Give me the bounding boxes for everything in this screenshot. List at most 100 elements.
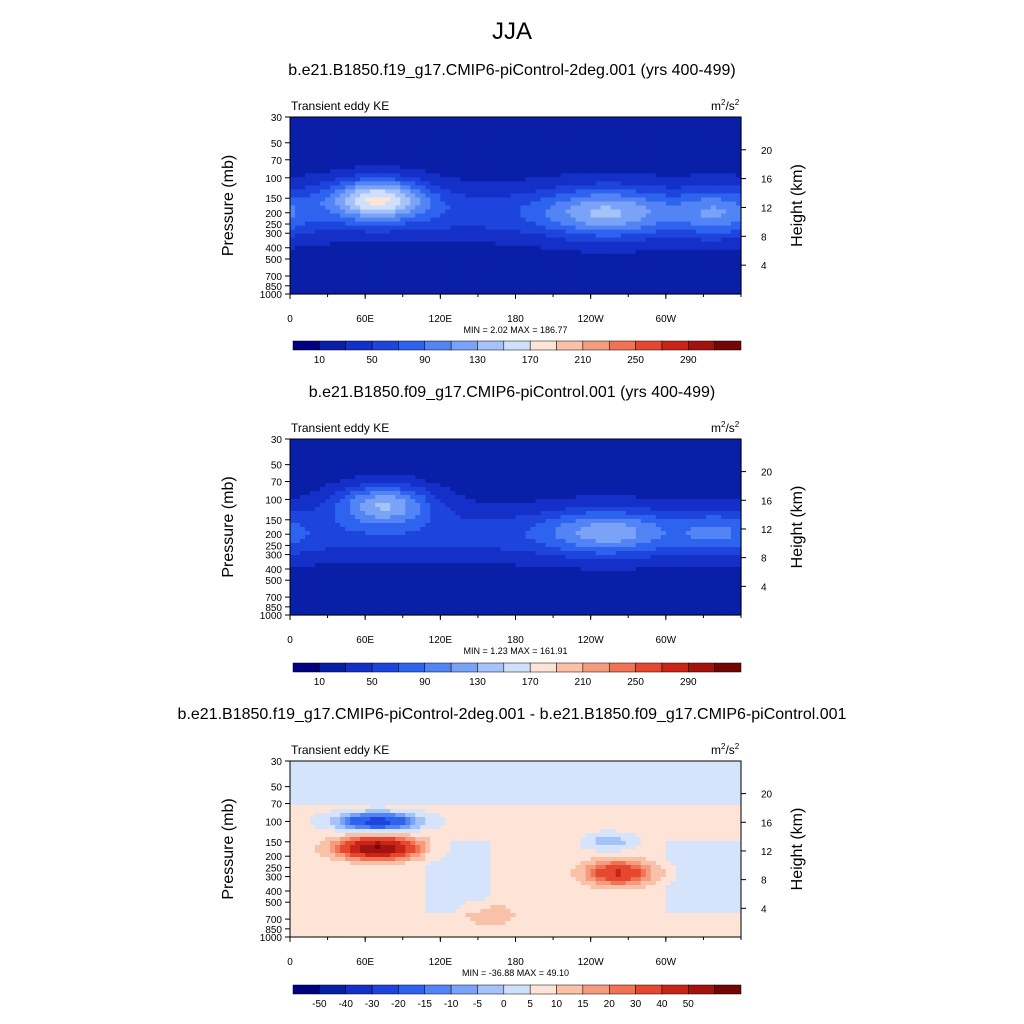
colorbar-label: 210	[575, 355, 592, 366]
colorbar-swatch	[345, 984, 373, 995]
y2-tick-label: 4	[761, 582, 767, 593]
y-tick-label: 100	[265, 174, 282, 185]
colorbar-swatch	[424, 340, 452, 351]
colorbar: 10 50 90 130 170 210 250 290	[292, 340, 742, 366]
colorbar-swatch	[503, 662, 531, 673]
colorbar-swatch	[424, 984, 452, 995]
colorbar-label: 170	[522, 355, 539, 366]
panel-1-title: b.e21.B1850.f19_g17.CMIP6-piControl-2deg…	[288, 62, 736, 79]
colorbar-swatch	[582, 984, 610, 995]
y-tick-label: 70	[271, 800, 283, 811]
x-tick-label: 120E	[429, 957, 453, 968]
y-tick-label: 400	[265, 244, 282, 255]
contour-field	[290, 117, 742, 295]
colorbar-label: 90	[419, 677, 431, 688]
y-tick-label: 300	[265, 229, 282, 240]
colorbar-swatch	[371, 662, 399, 673]
y-tick-label: 30	[271, 435, 283, 446]
colorbar-label: 170	[522, 677, 539, 688]
y-tick-label: 700	[265, 915, 282, 926]
y2-tick-label: 16	[761, 818, 773, 829]
y2-tick-label: 12	[761, 525, 773, 536]
y-tick-label: 500	[265, 255, 282, 266]
y-tick-label: 1000	[260, 611, 283, 622]
x-tick-label: 60E	[356, 957, 374, 968]
colorbar-label: -40	[338, 999, 353, 1010]
y-tick-label: 150	[265, 194, 282, 205]
y2-axis-label: Height (km)	[789, 164, 806, 247]
colorbar-swatch	[292, 340, 320, 351]
colorbar-swatch	[661, 662, 689, 673]
y-axis-label: Pressure (mb)	[220, 798, 237, 899]
contour-field	[290, 761, 742, 938]
colorbar-label: 250	[627, 677, 644, 688]
colorbar-swatch	[450, 340, 478, 351]
y2-tick-label: 16	[761, 175, 773, 186]
y-tick-label: 300	[265, 873, 282, 884]
y2-tick-label: 8	[761, 876, 767, 887]
colorbar-swatch	[556, 984, 584, 995]
colorbar-label: 10	[551, 999, 563, 1010]
colorbar-swatch	[582, 662, 610, 673]
y-tick-label: 150	[265, 516, 282, 527]
x-tick-label: 0	[287, 314, 293, 325]
colorbar-label: 130	[469, 677, 486, 688]
colorbar-swatch	[661, 340, 689, 351]
colorbar-label: 210	[575, 677, 592, 688]
colorbar-swatch	[477, 340, 505, 351]
units-label: m2/s2	[711, 420, 740, 435]
colorbar-label: -15	[418, 999, 433, 1010]
colorbar-label: 90	[419, 355, 431, 366]
colorbar-label: -10	[444, 999, 459, 1010]
colorbar-swatch	[292, 662, 320, 673]
x-tick-label: 120E	[429, 314, 453, 325]
x-tick-label: 0	[287, 957, 293, 968]
colorbar-label: 290	[680, 355, 697, 366]
y-tick-label: 100	[265, 817, 282, 828]
x-tick-label: 60W	[656, 957, 677, 968]
colorbar-label: -5	[473, 999, 482, 1010]
y-tick-label: 70	[271, 478, 283, 489]
y-axis-label: Pressure (mb)	[220, 476, 237, 577]
x-tick-label: 60W	[656, 314, 677, 325]
y-tick-label: 1000	[260, 933, 283, 944]
contour-field	[290, 439, 742, 616]
colorbar-swatch	[556, 662, 584, 673]
x-tick-label: 60E	[356, 635, 374, 646]
y-tick-label: 400	[265, 887, 282, 898]
colorbar-swatch	[608, 662, 636, 673]
colorbar-swatch	[688, 662, 715, 673]
colorbar-swatch	[529, 984, 557, 995]
y2-axis-label: Height (km)	[789, 808, 806, 891]
colorbar-label: -50	[312, 999, 327, 1010]
x-tick-label: 180	[507, 635, 524, 646]
y-tick-label: 850	[265, 925, 282, 936]
colorbar-swatch	[450, 984, 478, 995]
x-tick-label: 120W	[578, 314, 605, 325]
colorbar-swatch	[635, 340, 663, 351]
y-tick-label: 250	[265, 863, 282, 874]
colorbar-label: 40	[656, 999, 668, 1010]
colorbar-swatch	[688, 340, 715, 351]
y-tick-label: 850	[265, 603, 282, 614]
colorbar-label: 5	[527, 999, 533, 1010]
x-tick-label: 0	[287, 635, 293, 646]
colorbar-label: 50	[366, 677, 378, 688]
colorbar-swatch	[608, 340, 636, 351]
y-tick-label: 500	[265, 576, 282, 587]
field-label: Transient eddy KE	[291, 743, 389, 757]
colorbar-label: 10	[314, 355, 326, 366]
x-tick-label: 120W	[578, 635, 605, 646]
y-tick-label: 500	[265, 898, 282, 909]
colorbar-swatch	[714, 662, 742, 673]
panel-3: Transient eddy KE m2/s2305070100150200250…	[220, 742, 806, 1010]
y-tick-label: 250	[265, 541, 282, 552]
x-tick-label: 120W	[578, 957, 605, 968]
colorbar-swatch	[556, 340, 584, 351]
colorbar-label: 50	[366, 355, 378, 366]
colorbar-swatch	[450, 662, 478, 673]
colorbar-swatch	[371, 984, 399, 995]
y-tick-label: 200	[265, 209, 282, 220]
colorbar-swatch	[292, 984, 320, 995]
